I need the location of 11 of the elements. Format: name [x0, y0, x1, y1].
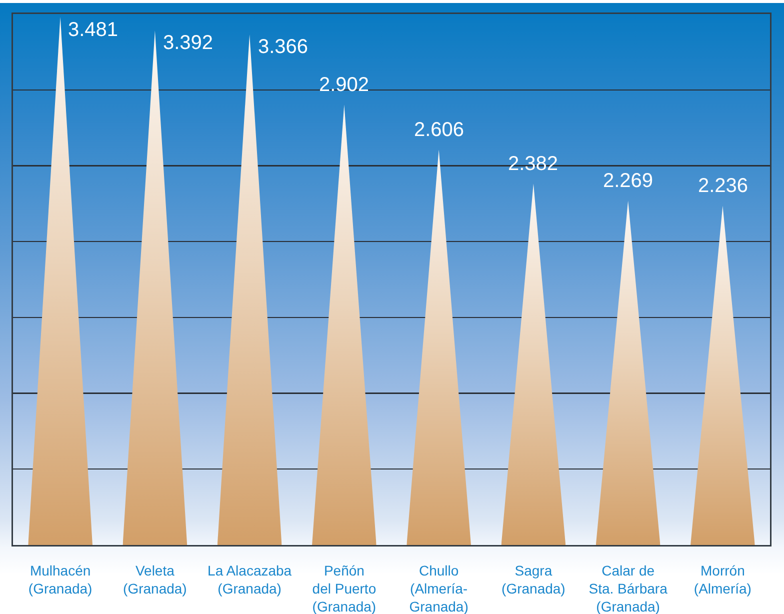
x-tick-label: La Alacazaba (Granada)	[208, 562, 292, 596]
x-tick-label: Mulhacén (Granada)	[28, 562, 92, 596]
data-label: 3.366	[258, 36, 308, 58]
x-tick-label: Morrón (Almería)	[694, 562, 752, 596]
data-label: 2.236	[698, 175, 748, 197]
data-label: 3.392	[163, 32, 214, 54]
x-tick-label: Sagra (Granada)	[502, 562, 566, 596]
x-tick-label: Veleta (Granada)	[123, 562, 187, 596]
data-label: 2.606	[414, 119, 464, 141]
data-label: 3.481	[68, 19, 118, 41]
data-label: 2.269	[603, 170, 654, 192]
